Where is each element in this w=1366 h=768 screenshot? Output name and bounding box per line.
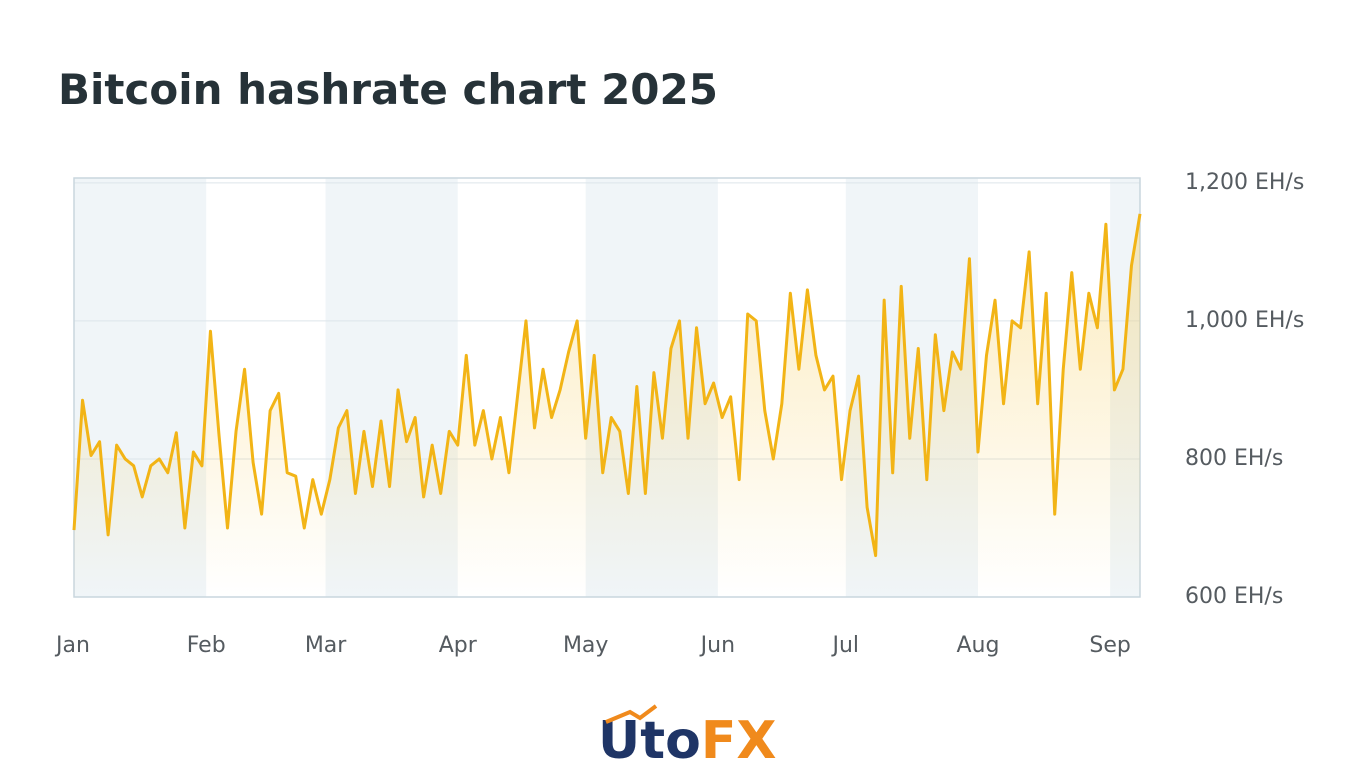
x-tick-label: Sep (1089, 633, 1130, 658)
area-fill (74, 213, 1140, 597)
x-tick-label: Jul (831, 633, 860, 658)
x-tick-label: Aug (956, 633, 999, 658)
y-tick-label: 1,000 EH/s (1185, 308, 1304, 333)
x-tick-label: Jan (54, 633, 90, 658)
logo: UtoFX (598, 711, 776, 768)
line (72, 213, 1142, 558)
y-tick-label: 600 EH/s (1185, 584, 1283, 609)
x-tick-label: Apr (439, 633, 478, 658)
logo-arrow (605, 704, 658, 724)
x-tick-label: Mar (305, 633, 347, 658)
plot-area: 600 EH/s 800 EH/s 1,000 EH/s 1,200 EH/s Jan F… (54, 170, 1304, 658)
logo-first: Uto (598, 711, 701, 768)
y-tick-label: 800 EH/s (1185, 446, 1283, 471)
x-tick-label: Jun (699, 633, 735, 658)
y-tick-label: 1,200 EH/s (1185, 170, 1304, 195)
x-tick-label: May (563, 633, 608, 658)
logo-second: FX (701, 711, 777, 768)
x-tick-label: Feb (187, 633, 226, 658)
chart-title: Bitcoin hashrate chart 2025 (58, 65, 718, 114)
